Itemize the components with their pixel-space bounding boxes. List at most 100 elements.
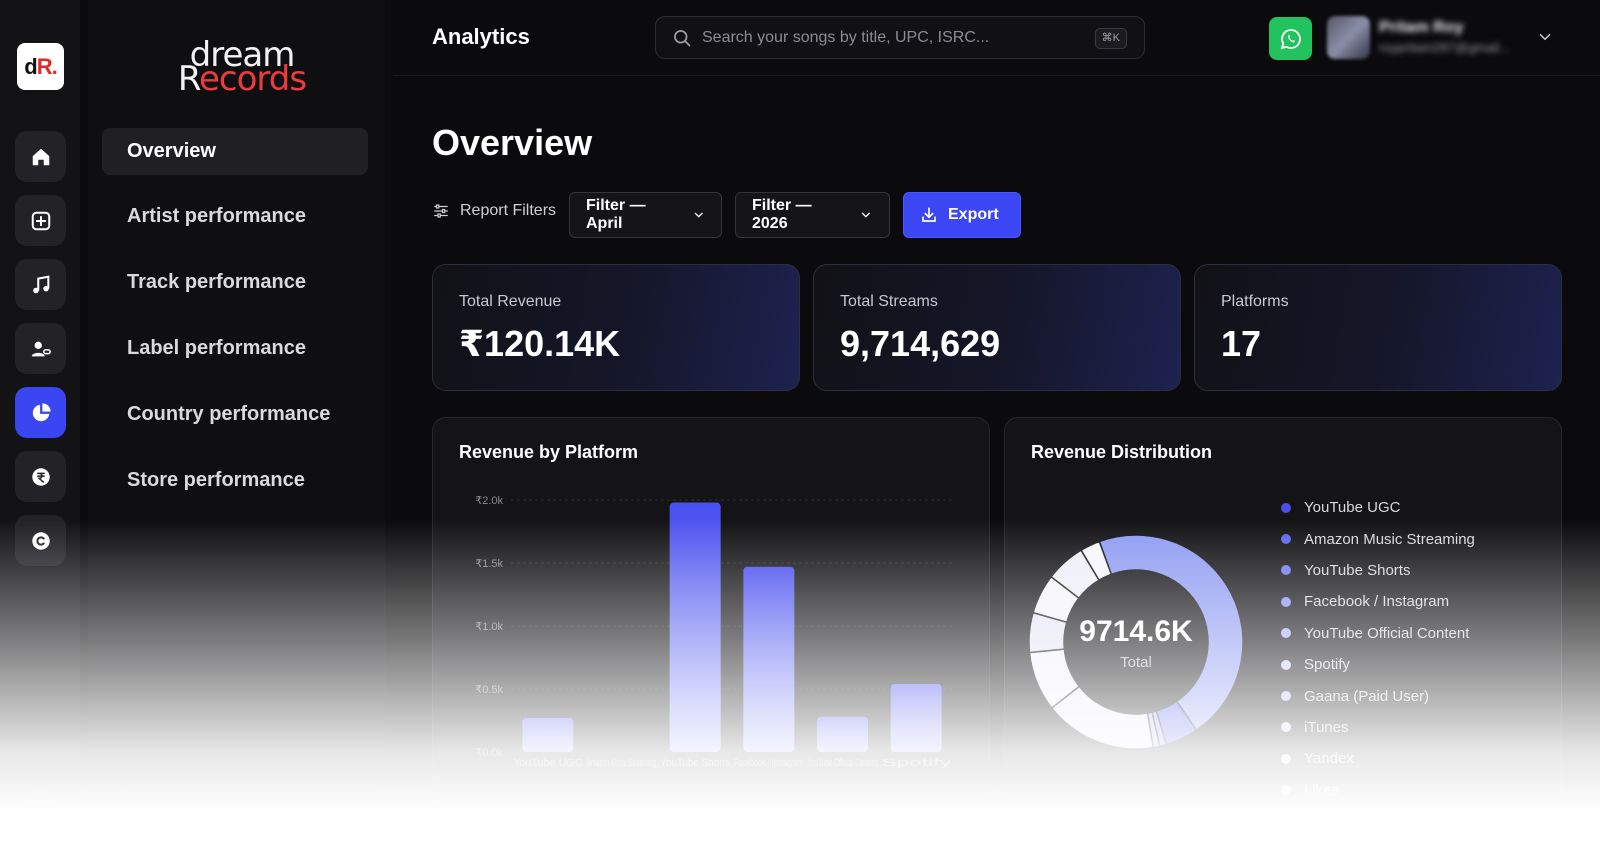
legend-dot <box>1281 691 1291 702</box>
stat-card-platforms: Platforms 17 <box>1194 264 1562 391</box>
x-tick-label: YouTube Shorts <box>660 757 730 769</box>
legend-label: YouTube Shorts <box>1304 561 1411 579</box>
revenue-donut-chart: 9714.6K Total <box>1028 534 1244 750</box>
legend-label: YouTube UGC <box>1304 499 1401 517</box>
rail-music-button[interactable] <box>15 259 66 310</box>
bar[interactable] <box>522 717 574 752</box>
revenue-distribution-panel: Revenue Distribution 9714.6K Total YouTub… <box>1004 417 1562 861</box>
user-name: Pritam Roy <box>1379 19 1464 36</box>
stat-label: Total Revenue <box>459 293 562 310</box>
legend-label: Likee <box>1304 781 1340 799</box>
copyright-icon <box>31 531 50 550</box>
headphones-icon[interactable] <box>28 786 52 810</box>
donut-center-value: 9714.6K <box>1079 615 1193 648</box>
y-tick-label: ₹1.5k <box>475 558 503 570</box>
filter-year-dropdown[interactable]: Filter — 2026 <box>735 192 890 238</box>
page-title: Overview <box>432 122 593 163</box>
top-bar: Analytics Search your songs by title, UP… <box>393 0 1600 76</box>
stat-value: 9,714,629 <box>840 323 1001 364</box>
legend-item[interactable]: Gaana (Paid User) <box>1281 680 1475 711</box>
panel-title: Revenue Distribution <box>1031 442 1213 462</box>
search-placeholder: Search your songs by title, UPC, ISRC... <box>702 28 990 46</box>
stat-label: Total Streams <box>840 293 938 310</box>
nav-item-label-performance[interactable]: Label performance <box>127 337 306 359</box>
nav-item-track-performance[interactable]: Track performance <box>127 271 306 293</box>
search-icon <box>674 29 691 46</box>
legend-label: Yandex <box>1304 750 1354 768</box>
legend-dot <box>1281 659 1291 670</box>
chevron-down-icon <box>862 212 871 218</box>
logo-letter-r: R <box>36 53 53 79</box>
legend-item[interactable]: YouTube Official Content <box>1281 618 1475 649</box>
rail-analytics-button[interactable] <box>15 387 66 438</box>
whatsapp-icon <box>1280 28 1301 49</box>
legend-item[interactable]: Likee <box>1281 775 1475 806</box>
report-filters[interactable]: Report Filters <box>432 202 556 220</box>
panel-title: Revenue by Platform <box>459 442 639 462</box>
avatar[interactable] <box>1327 16 1370 59</box>
search-input[interactable]: Search your songs by title, UPC, ISRC...… <box>655 16 1145 59</box>
rail-artists-button[interactable] <box>15 323 66 374</box>
sliders-icon <box>434 204 448 218</box>
legend-dot <box>1281 628 1291 639</box>
legend-item[interactable]: YouTube UGC <box>1281 492 1475 523</box>
legend-label: YouTube Official Content <box>1304 624 1470 642</box>
rail-royalties-button[interactable] <box>15 451 66 502</box>
revenue-by-platform-panel: Revenue by Platform ₹2.0k ₹1.5k ₹1.0k ₹0.5k… <box>432 417 990 861</box>
legend-label: iTunes <box>1304 718 1349 736</box>
logo-dot: . <box>51 53 58 79</box>
legend-dot <box>1281 722 1291 733</box>
x-tick-label: YouTube UGC <box>513 757 583 769</box>
stat-card-total-revenue: Total Revenue ₹120.14K <box>432 264 800 391</box>
legend-dot <box>1281 753 1291 764</box>
rail-copyright-button[interactable] <box>15 515 66 566</box>
y-tick-label: ₹1.0k <box>475 621 503 633</box>
logo-letter-d: d <box>24 53 37 79</box>
brand-word-dream: dream <box>189 35 296 75</box>
stat-label: Platforms <box>1221 293 1289 310</box>
bar[interactable] <box>669 502 721 752</box>
legend-item[interactable]: YouTube Shorts <box>1281 555 1475 586</box>
nav-item-artist-performance[interactable]: Artist performance <box>127 205 306 227</box>
legend-label: Gaana (Paid User) <box>1304 687 1430 705</box>
nav-item-store-performance[interactable]: Store performance <box>127 469 305 491</box>
brand-logo[interactable]: dream Records <box>172 35 312 96</box>
bar[interactable] <box>817 716 868 752</box>
x-tick-label: Amazon Music Streaming <box>587 757 657 769</box>
bar[interactable] <box>890 683 942 752</box>
bar[interactable] <box>743 566 795 752</box>
pie-chart-icon <box>32 402 51 421</box>
add-square-icon <box>31 211 50 230</box>
nav-item-overview[interactable]: Overview <box>102 128 368 175</box>
legend-item[interactable]: Facebook / Instagram <box>1281 586 1475 617</box>
legend-label: Spotify <box>1304 656 1350 674</box>
revenue-bar-chart: ₹2.0k ₹1.5k ₹1.0k ₹0.5k ₹0.0k YouTube UGC Amaz… <box>475 495 953 769</box>
y-tick-label: ₹2.0k <box>475 495 503 507</box>
rail-home-button[interactable] <box>15 131 66 182</box>
brand-word-rest: ecords <box>199 59 307 99</box>
x-tick-label: Facebook / Instagram <box>734 757 804 769</box>
legend-item[interactable]: Yandex <box>1281 743 1475 774</box>
section-title: Analytics <box>432 24 530 49</box>
whatsapp-button[interactable] <box>1269 17 1312 60</box>
legend-dot <box>1281 785 1291 796</box>
legend-label: Amazon Music Streaming <box>1304 530 1475 548</box>
chevron-down-icon[interactable] <box>1536 28 1554 46</box>
legend-item[interactable]: Amazon Music Streaming <box>1281 523 1475 554</box>
brand-word-records: Records <box>172 62 312 96</box>
y-tick-label: ₹0.5k <box>475 684 503 696</box>
x-tick-label: YouTube Official Content <box>808 757 878 769</box>
x-tick-label: Spotify <box>881 757 952 769</box>
legend-dot <box>1281 596 1291 607</box>
export-button[interactable]: Export <box>903 192 1021 238</box>
nav-item-country-performance[interactable]: Country performance <box>127 403 331 425</box>
donut-center-label: Total <box>1120 654 1152 671</box>
rail-add-release-button[interactable] <box>15 195 66 246</box>
legend-item[interactable]: Spotify <box>1281 649 1475 680</box>
search-shortcut: ⌘K <box>1094 28 1127 49</box>
chevron-down-icon <box>694 212 703 218</box>
filter-month-dropdown[interactable]: Filter — April <box>569 192 722 238</box>
legend-item[interactable]: iTunes <box>1281 712 1475 743</box>
